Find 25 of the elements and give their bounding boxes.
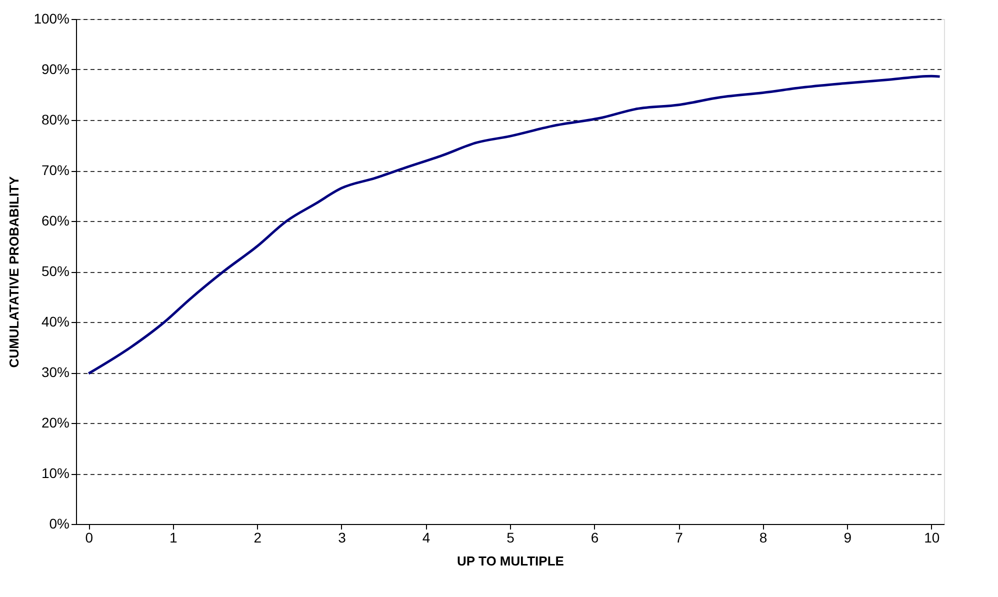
y-tick-label: 100% [34,10,70,26]
y-tick-label: 60% [41,212,70,228]
x-tick-label: 3 [338,530,346,546]
y-tick-label: 70% [41,162,70,178]
x-tick-label: 5 [506,530,515,546]
x-tick-label: 2 [254,530,262,546]
x-tick-label: 0 [85,530,94,546]
y-tick-label: 10% [41,465,70,481]
x-tick-label: 8 [759,530,768,546]
line-series [87,74,942,375]
y-tick-label: 40% [41,314,70,330]
x-tick-label: 9 [844,530,852,546]
x-tick-label: 10 [924,530,940,546]
y-axis-title: CUMULATATIVE PROBABILITY [6,176,22,368]
y-tick-label: 20% [41,414,70,430]
y-tick-label: 50% [41,263,70,279]
x-tick-label: 4 [422,530,430,546]
y-tick-label: 30% [41,364,70,380]
y-tick-label: 90% [41,61,70,77]
x-tick-label: 1 [170,530,178,546]
x-axis-title: UP TO MULTIPLE [457,554,564,568]
x-tick-label: 7 [675,530,684,546]
y-tick-label: 80% [41,112,70,128]
x-tick-label: 6 [590,530,599,546]
y-tick-label: 0% [49,516,70,532]
